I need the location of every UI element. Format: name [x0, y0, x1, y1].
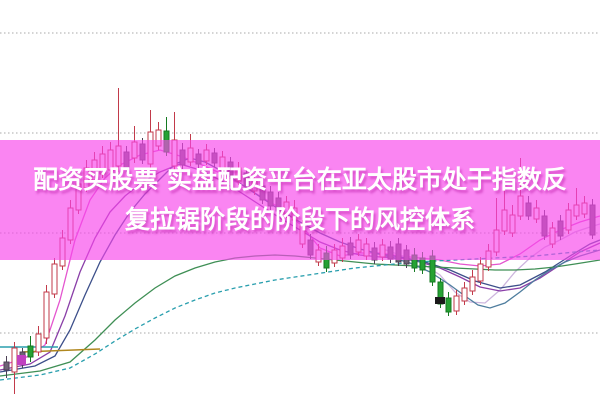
candle-body: [461, 287, 468, 302]
candle-body: [453, 295, 460, 312]
seg-olive: [21, 348, 101, 353]
candle-body: [469, 276, 476, 292]
candle-body: [43, 291, 50, 339]
candle-body: [11, 347, 18, 373]
candle-body: [3, 361, 10, 371]
chart-mark: [435, 297, 445, 304]
headline-line-1: 配资买股票 实盘配资平台在亚太股市处于指数反: [33, 165, 567, 194]
candle-body: [477, 263, 484, 282]
candle-body: [27, 345, 34, 358]
candle-body: [445, 297, 452, 313]
ma-green: [0, 254, 600, 377]
candle-body: [35, 333, 42, 353]
chart-mark: [17, 355, 26, 365]
candle-body: [51, 263, 58, 295]
headline-band: 配资买股票 实盘配资平台在亚太股市处于指数反 复拉锯阶段的阶段下的风控体系: [0, 140, 600, 260]
ma-teal-dashed: [0, 249, 600, 381]
headline-line-2: 复拉锯阶段的阶段下的风控体系: [124, 205, 475, 234]
